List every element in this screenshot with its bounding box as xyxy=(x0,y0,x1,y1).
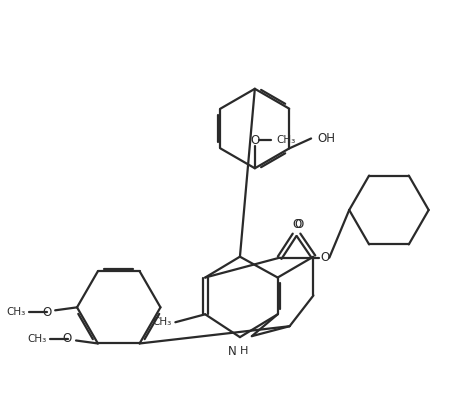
Text: O: O xyxy=(291,218,301,232)
Text: O: O xyxy=(63,332,72,345)
Text: H: H xyxy=(240,346,248,356)
Text: OH: OH xyxy=(316,132,334,145)
Text: O: O xyxy=(42,306,51,319)
Text: CH₃: CH₃ xyxy=(27,334,46,344)
Text: CH₃: CH₃ xyxy=(6,307,25,317)
Text: O: O xyxy=(320,251,329,264)
Text: N: N xyxy=(227,344,236,357)
Text: O: O xyxy=(250,134,259,147)
Text: CH₃: CH₃ xyxy=(276,135,295,145)
Text: CH₃: CH₃ xyxy=(152,317,171,327)
Text: O: O xyxy=(293,218,302,232)
